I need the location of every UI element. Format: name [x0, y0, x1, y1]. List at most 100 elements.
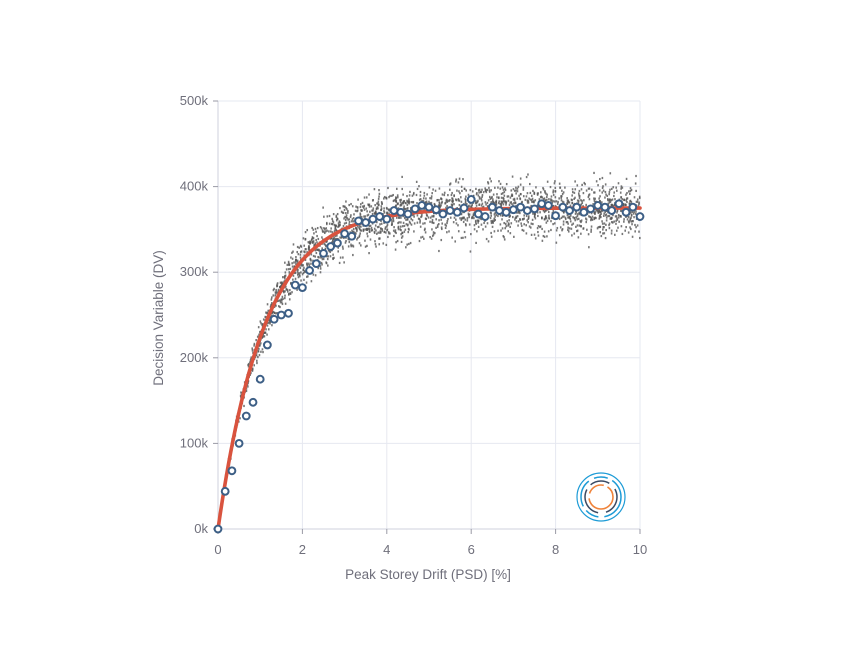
scatter-point — [490, 180, 492, 183]
scatter-point — [505, 201, 508, 205]
scatter-point — [258, 347, 260, 350]
scatter-point — [603, 212, 605, 215]
median-marker — [600, 202, 610, 212]
scatter-point — [343, 208, 346, 212]
scatter-point — [586, 228, 588, 231]
scatter-point — [315, 248, 318, 251]
scatter-point — [485, 190, 488, 194]
scatter-point — [534, 217, 537, 220]
scatter-point — [296, 250, 299, 254]
scatter-point — [536, 193, 539, 196]
scatter-point — [357, 225, 359, 228]
scatter-point — [355, 232, 357, 235]
scatter-point — [355, 228, 358, 231]
scatter-point — [507, 224, 509, 227]
scatter-point — [505, 182, 508, 186]
scatter-point — [419, 198, 422, 201]
scatter-point — [611, 221, 614, 224]
scatter-point — [590, 225, 593, 228]
scatter-point — [546, 195, 548, 198]
scatter-point — [290, 256, 292, 259]
scatter-point — [477, 194, 480, 197]
scatter-point — [580, 188, 583, 191]
scatter-point — [344, 218, 347, 222]
scatter-point — [569, 217, 572, 221]
scatter-point — [490, 196, 493, 200]
scatter-point — [413, 215, 415, 218]
scatter-point — [307, 275, 309, 278]
scatter-point — [543, 197, 546, 200]
scatter-point — [431, 234, 434, 237]
scatter-point — [508, 219, 510, 222]
scatter-point — [541, 196, 544, 199]
scatter-point — [486, 188, 489, 192]
scatter-point — [477, 221, 479, 224]
scatter-point — [311, 238, 313, 241]
scatter-point — [545, 217, 548, 220]
scatter-point — [369, 238, 372, 241]
scatter-point — [489, 216, 492, 220]
scatter-point — [306, 228, 309, 232]
scatter-point — [308, 264, 311, 267]
scatter-point — [608, 224, 610, 227]
scatter-point — [405, 223, 408, 226]
scatter-point — [632, 212, 635, 215]
scatter-point — [588, 215, 590, 218]
scatter-point — [629, 192, 631, 195]
scatter-point — [522, 195, 525, 198]
scatter-point — [534, 237, 537, 240]
scatter-point — [481, 188, 483, 191]
scatter-point — [451, 204, 454, 207]
scatter-point — [299, 256, 302, 259]
scatter-point — [360, 209, 363, 212]
scatter-point — [473, 228, 476, 231]
scatter-point — [493, 213, 496, 216]
scatter-point — [335, 215, 338, 218]
scatter-point — [635, 200, 638, 203]
scatter-point — [378, 195, 380, 198]
scatter-point — [396, 239, 399, 243]
scatter-point — [362, 229, 365, 233]
scatter-point — [432, 231, 435, 234]
scatter-point — [577, 217, 580, 220]
scatter-point — [460, 236, 463, 240]
scatter-point — [505, 225, 508, 228]
scatter-point — [303, 270, 306, 273]
scatter-point — [524, 198, 527, 201]
scatter-point — [393, 199, 396, 202]
scatter-point — [599, 216, 601, 219]
scatter-point — [484, 225, 487, 228]
scatter-point — [267, 309, 270, 312]
scatter-point — [576, 213, 579, 216]
scatter-point — [551, 201, 553, 204]
scatter-point — [535, 186, 537, 189]
scatter-point — [509, 232, 512, 235]
scatter-point — [568, 201, 571, 204]
median-marker — [551, 211, 560, 221]
scatter-point — [619, 191, 622, 194]
scatter-point — [318, 256, 320, 259]
scatter-point — [519, 218, 521, 221]
median-marker — [579, 207, 589, 217]
median-marker — [487, 202, 497, 212]
scatter-point — [319, 271, 322, 274]
scatter-point — [433, 232, 436, 235]
scatter-point — [407, 201, 409, 204]
scatter-point — [363, 204, 366, 208]
scatter-point — [525, 214, 528, 218]
median-marker — [220, 486, 230, 496]
scatter-point — [488, 195, 491, 199]
x-tick-label: 10 — [633, 542, 647, 557]
scatter-point — [578, 189, 581, 193]
scatter-point — [377, 231, 380, 234]
scatter-point — [552, 200, 554, 203]
scatter-point — [430, 197, 433, 200]
scatter-point — [490, 201, 493, 204]
scatter-point — [527, 221, 529, 224]
scatter-point — [480, 223, 483, 226]
scatter-point — [323, 215, 325, 218]
scatter-point — [574, 180, 576, 183]
scatter-point — [308, 244, 310, 248]
scatter-point — [284, 302, 287, 305]
scatter-point — [384, 226, 387, 229]
